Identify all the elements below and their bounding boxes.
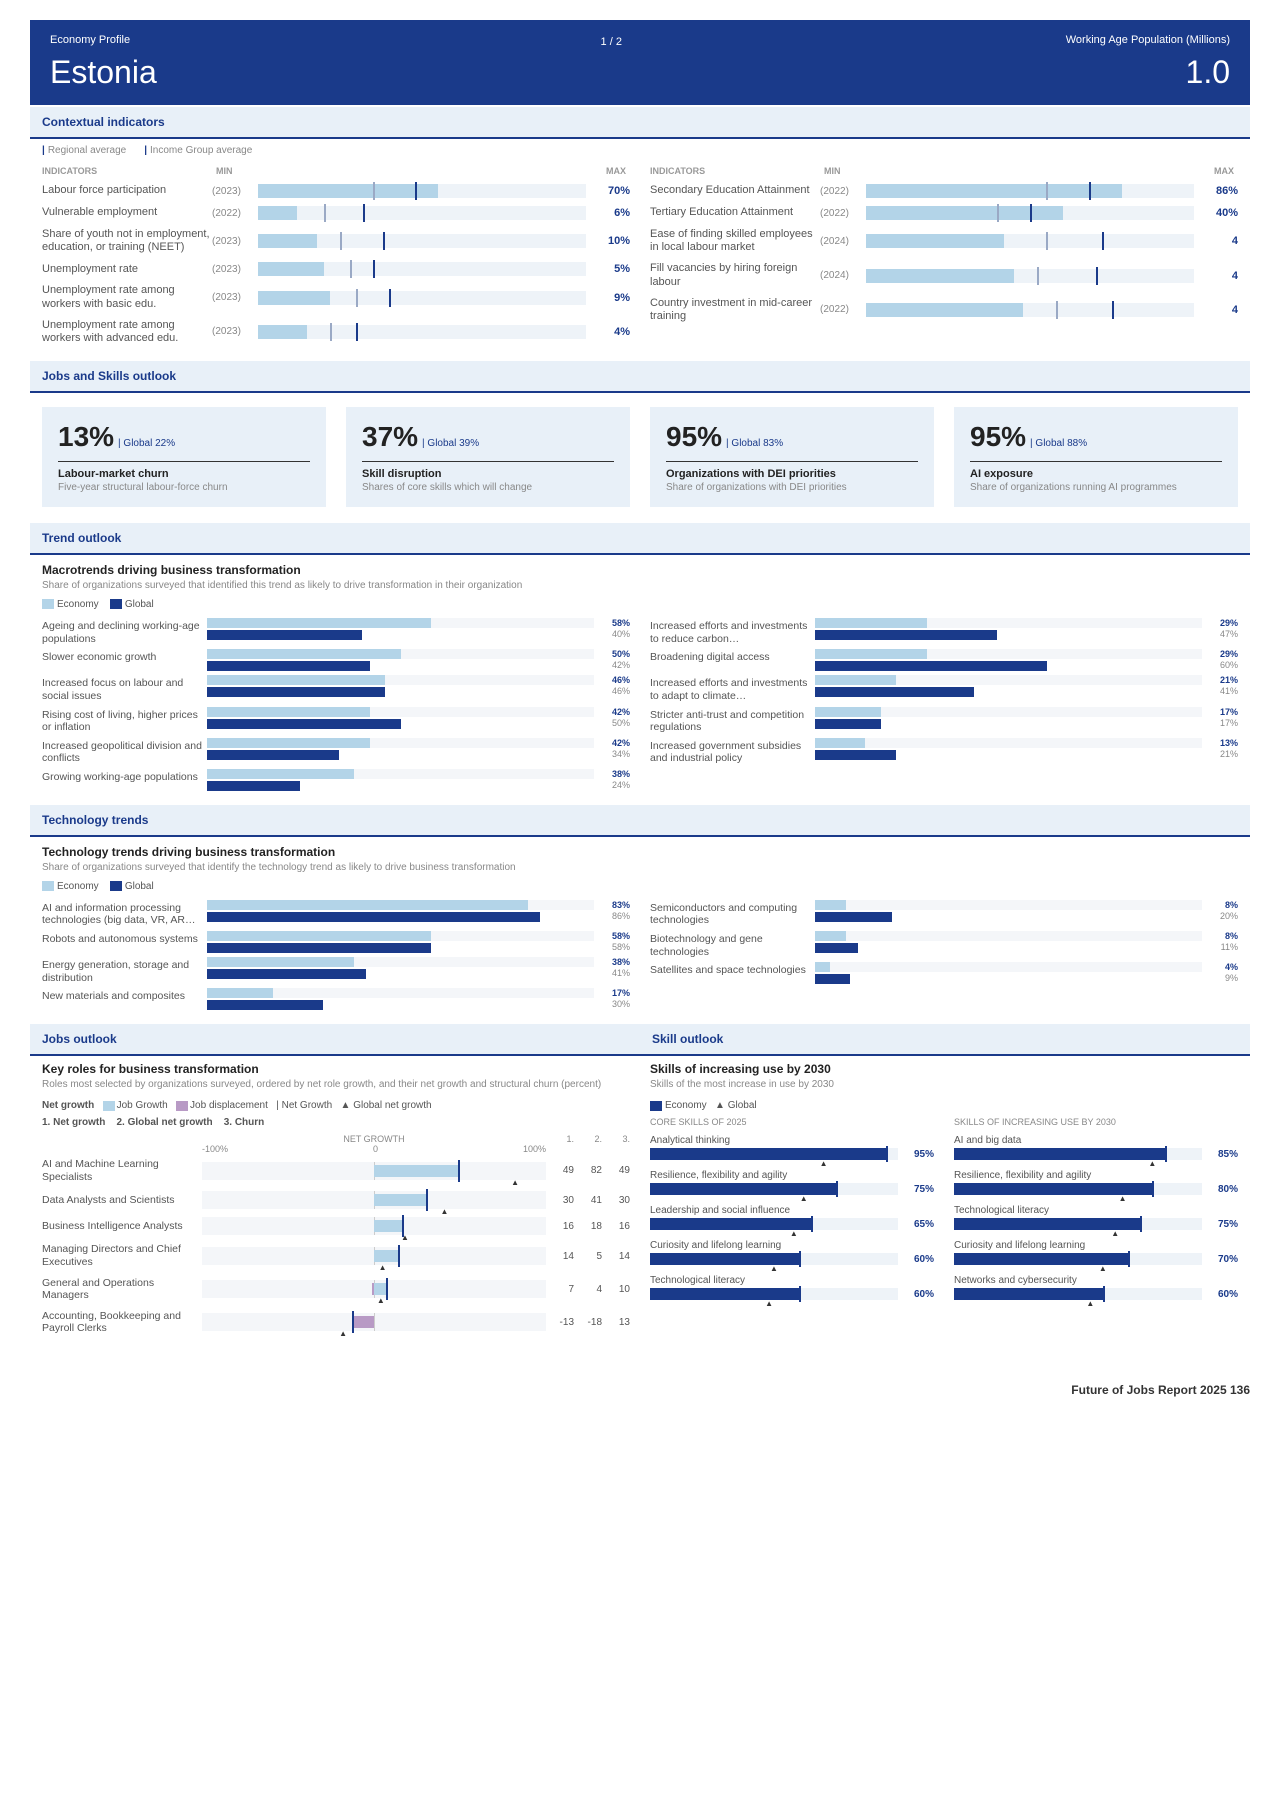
skill-row: Leadership and social influence ▲ 65%: [650, 1205, 934, 1230]
role-row: Accounting, Bookkeeping and Payroll Cler…: [42, 1310, 630, 1335]
techtrends-title: Technology trends driving business trans…: [42, 845, 1238, 859]
indicator-row: Unemployment rate among workers with bas…: [42, 280, 630, 314]
roles-title: Key roles for business transformation: [42, 1062, 630, 1076]
legend-regional: Regional average: [48, 145, 126, 156]
skills-block: Skills of increasing use by 2030 Skills …: [650, 1056, 1238, 1343]
skill-row: Analytical thinking ▲ 95%: [650, 1135, 934, 1160]
indicator-row: Secondary Education Attainment (2022) 86…: [650, 180, 1238, 202]
indicator-row: Vulnerable employment (2022) 6%: [42, 202, 630, 224]
population-value: 1.0: [1066, 54, 1230, 91]
indicator-row: Fill vacancies by hiring foreign labour …: [650, 258, 1238, 292]
section-jobs-skills: Jobs and Skills outlook: [30, 361, 1250, 393]
roles-sub: Roles most selected by organizations sur…: [42, 1079, 630, 1090]
skill-legend: Economy ▲ Global: [650, 1100, 1238, 1111]
page-indicator: 1 / 2: [601, 36, 622, 48]
legend-income: Income Group average: [150, 145, 252, 156]
trend-row: Stricter anti-trust and competition regu…: [650, 707, 1238, 734]
indicator-row: Tertiary Education Attainment (2022) 40%: [650, 202, 1238, 224]
skill-row: Curiosity and lifelong learning ▲ 70%: [954, 1240, 1238, 1265]
outlook-card: 95%| Global 88% AI exposure Share of org…: [954, 407, 1238, 507]
section-jobs: Jobs outlook: [30, 1024, 640, 1056]
roles-numlabels: 1. Net growth 2. Global net growth 3. Ch…: [42, 1117, 630, 1128]
trend-row: Energy generation, storage and distribut…: [42, 957, 630, 984]
trend-row: Semiconductors and computing technologie…: [650, 900, 1238, 927]
trend-row: Increased efforts and investments to red…: [650, 618, 1238, 645]
skill-row: AI and big data ▲ 85%: [954, 1135, 1238, 1160]
tech-legend: Economy Global: [42, 881, 1238, 892]
indicator-row: Share of youth not in employment, educat…: [42, 224, 630, 258]
trend-row: Broadening digital access 29%60%: [650, 649, 1238, 671]
skills-title: Skills of increasing use by 2030: [650, 1062, 1238, 1076]
indicator-row: Unemployment rate among workers with adv…: [42, 315, 630, 349]
trend-row: Increased geopolitical division and conf…: [42, 738, 630, 765]
indicators: INDICATORSminmax Labour force participat…: [30, 162, 1250, 359]
trend-legend: Economy Global: [42, 599, 1238, 610]
trend-row: Increased focus on labour and social iss…: [42, 675, 630, 702]
trend-row: Satellites and space technologies 4%9%: [650, 962, 1238, 984]
skills-sub: Skills of the most increase in use by 20…: [650, 1079, 1238, 1090]
techtrends-sub: Share of organizations surveyed that ide…: [42, 862, 1238, 873]
page-footer: Future of Jobs Report 2025 136: [0, 1363, 1280, 1407]
outlook-card: 13%| Global 22% Labour-market churn Five…: [42, 407, 326, 507]
section-contextual: Contextual indicators: [30, 107, 1250, 139]
skill-row: Curiosity and lifelong learning ▲ 60%: [650, 1240, 934, 1265]
indicator-row: Labour force participation (2023) 70%: [42, 180, 630, 202]
profile-label: Economy Profile: [50, 34, 157, 46]
roles-block: Key roles for business transformation Ro…: [42, 1056, 630, 1343]
section-skill: Skill outlook: [640, 1024, 1250, 1056]
roles-legend: Net growth Job Growth Job displacement |…: [42, 1100, 630, 1111]
role-row: Managing Directors and Chief Executives …: [42, 1243, 630, 1268]
trend-row: Increased government subsidies and indus…: [650, 738, 1238, 765]
trend-row: Growing working-age populations 38%24%: [42, 769, 630, 791]
techtrends-block: Technology trends driving business trans…: [30, 837, 1250, 1022]
outlook-card: 95%| Global 83% Organizations with DEI p…: [650, 407, 934, 507]
trend-row: Biotechnology and gene technologies 8%11…: [650, 931, 1238, 958]
trend-row: Slower economic growth 50%42%: [42, 649, 630, 671]
outlook-cards: 13%| Global 22% Labour-market churn Five…: [30, 393, 1250, 521]
indicator-row: Country investment in mid-career trainin…: [650, 293, 1238, 327]
trend-row: Ageing and declining working-age populat…: [42, 618, 630, 645]
section-trend: Trend outlook: [30, 523, 1250, 555]
indicator-row: Unemployment rate (2023) 5%: [42, 258, 630, 280]
trend-row: Increased efforts and investments to ada…: [650, 675, 1238, 702]
macrotrends-title: Macrotrends driving business transformat…: [42, 563, 1238, 577]
country-name: Estonia: [50, 54, 157, 91]
trend-row: Rising cost of living, higher prices or …: [42, 707, 630, 734]
trend-row: AI and information processing technologi…: [42, 900, 630, 927]
core-skills-head: CORE SKILLS OF 2025: [650, 1117, 934, 1127]
trend-row: New materials and composites 17%30%: [42, 988, 630, 1010]
skill-row: Resilience, flexibility and agility ▲ 75…: [650, 1170, 934, 1195]
inc-skills-head: SKILLS OF INCREASING USE BY 2030: [954, 1117, 1238, 1127]
role-row: AI and Machine Learning Specialists ▲ 49…: [42, 1158, 630, 1183]
skill-row: Networks and cybersecurity ▲ 60%: [954, 1275, 1238, 1300]
skill-row: Technological literacy ▲ 60%: [650, 1275, 934, 1300]
outlook-card: 37%| Global 39% Skill disruption Shares …: [346, 407, 630, 507]
skill-row: Resilience, flexibility and agility ▲ 80…: [954, 1170, 1238, 1195]
page-header: Economy Profile Estonia 1 / 2 Working Ag…: [30, 20, 1250, 105]
indicator-row: Ease of finding skilled employees in loc…: [650, 224, 1238, 258]
role-row: Data Analysts and Scientists ▲ 304130: [42, 1191, 630, 1209]
macrotrends-block: Macrotrends driving business transformat…: [30, 555, 1250, 803]
skill-row: Technological literacy ▲ 75%: [954, 1205, 1238, 1230]
population-label: Working Age Population (Millions): [1066, 34, 1230, 46]
trend-row: Robots and autonomous systems 58%58%: [42, 931, 630, 953]
macrotrends-sub: Share of organizations surveyed that ide…: [42, 580, 1238, 591]
role-row: General and Operations Managers ▲ 7410: [42, 1277, 630, 1302]
indicator-legend: |Regional average |Income Group average: [30, 139, 1250, 162]
section-tech: Technology trends: [30, 805, 1250, 837]
role-row: Business Intelligence Analysts ▲ 161816: [42, 1217, 630, 1235]
